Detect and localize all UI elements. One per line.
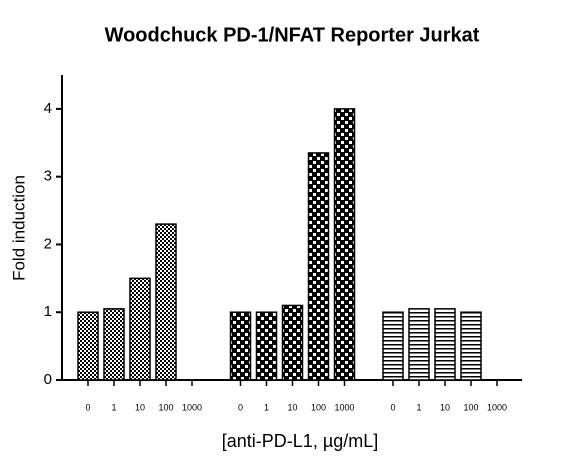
- bar: [460, 311, 482, 381]
- x-tick-label: 1: [416, 402, 421, 412]
- y-tick-label: 2: [44, 235, 52, 252]
- bar: [103, 308, 125, 381]
- x-tick-label: 1: [111, 402, 116, 412]
- bar: [255, 311, 278, 381]
- bar: [77, 311, 99, 381]
- bar: [155, 223, 177, 381]
- x-tick-label: 100: [158, 402, 173, 412]
- x-tick-label: 10: [440, 402, 450, 412]
- x-tick-label: 0: [390, 402, 395, 412]
- bar: [408, 308, 430, 381]
- x-tick-label: 1000: [334, 402, 354, 412]
- y-tick-label: 1: [44, 303, 52, 320]
- bar: [434, 308, 456, 381]
- y-tick-label: 4: [44, 100, 52, 117]
- x-tick-label: 100: [463, 402, 478, 412]
- x-tick-label: 1000: [487, 402, 507, 412]
- x-tick-label: 1: [264, 402, 269, 412]
- bar: [229, 311, 252, 381]
- x-tick-label: 10: [135, 402, 145, 412]
- x-tick-label: 10: [287, 402, 297, 412]
- y-axis-label: Fold induction: [9, 175, 28, 281]
- x-axis-label: [anti-PD-L1, µg/mL]: [222, 431, 378, 451]
- x-tick-label: 1000: [182, 402, 202, 412]
- y-tick-label: 0: [44, 371, 52, 388]
- bar: [307, 152, 330, 381]
- bar: [281, 304, 304, 381]
- x-tick-label: 100: [311, 402, 326, 412]
- x-tick-label: 0: [85, 402, 90, 412]
- bar: [129, 277, 151, 381]
- bar: [333, 108, 356, 381]
- x-tick-label: 0: [238, 402, 243, 412]
- chart-title: Woodchuck PD-1/NFAT Reporter Jurkat: [105, 24, 480, 46]
- y-tick-label: 3: [44, 168, 52, 185]
- bar: [382, 311, 404, 381]
